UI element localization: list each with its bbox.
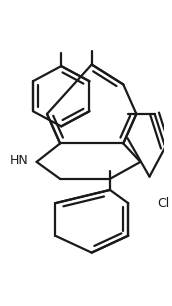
Text: HN: HN bbox=[10, 154, 29, 167]
Text: Cl: Cl bbox=[157, 197, 169, 210]
